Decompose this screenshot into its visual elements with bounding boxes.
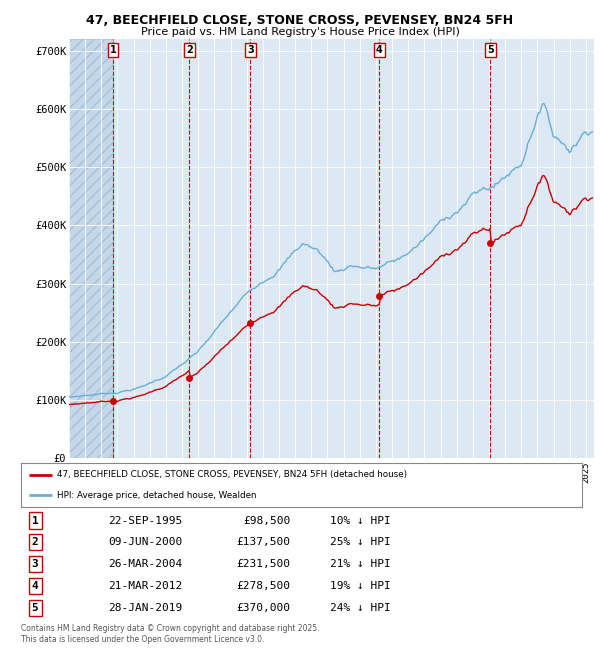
- Text: 21% ↓ HPI: 21% ↓ HPI: [329, 559, 391, 569]
- Text: £137,500: £137,500: [236, 538, 290, 547]
- Text: 4: 4: [376, 46, 383, 55]
- Text: 5: 5: [487, 46, 494, 55]
- Text: 2: 2: [32, 538, 38, 547]
- Text: 2: 2: [186, 46, 193, 55]
- Text: £231,500: £231,500: [236, 559, 290, 569]
- Text: 28-JAN-2019: 28-JAN-2019: [108, 603, 182, 613]
- Text: Contains HM Land Registry data © Crown copyright and database right 2025.
This d: Contains HM Land Registry data © Crown c…: [21, 624, 320, 644]
- Text: 47, BEECHFIELD CLOSE, STONE CROSS, PEVENSEY, BN24 5FH (detached house): 47, BEECHFIELD CLOSE, STONE CROSS, PEVEN…: [58, 470, 407, 479]
- Text: 19% ↓ HPI: 19% ↓ HPI: [329, 581, 391, 591]
- Text: 09-JUN-2000: 09-JUN-2000: [108, 538, 182, 547]
- Text: 3: 3: [32, 559, 38, 569]
- Text: 10% ↓ HPI: 10% ↓ HPI: [329, 515, 391, 525]
- Text: 21-MAR-2012: 21-MAR-2012: [108, 581, 182, 591]
- Text: 26-MAR-2004: 26-MAR-2004: [108, 559, 182, 569]
- Bar: [69, 39, 113, 458]
- Text: 24% ↓ HPI: 24% ↓ HPI: [329, 603, 391, 613]
- Text: 5: 5: [32, 603, 38, 613]
- Bar: [69, 39, 113, 458]
- Text: 1: 1: [110, 46, 116, 55]
- Text: HPI: Average price, detached house, Wealden: HPI: Average price, detached house, Weal…: [58, 491, 257, 500]
- Text: 1: 1: [32, 515, 38, 525]
- Text: 22-SEP-1995: 22-SEP-1995: [108, 515, 182, 525]
- Text: 25% ↓ HPI: 25% ↓ HPI: [329, 538, 391, 547]
- Text: Price paid vs. HM Land Registry's House Price Index (HPI): Price paid vs. HM Land Registry's House …: [140, 27, 460, 37]
- Text: £98,500: £98,500: [243, 515, 290, 525]
- Text: 47, BEECHFIELD CLOSE, STONE CROSS, PEVENSEY, BN24 5FH: 47, BEECHFIELD CLOSE, STONE CROSS, PEVEN…: [86, 14, 514, 27]
- Text: 3: 3: [247, 46, 254, 55]
- Text: £278,500: £278,500: [236, 581, 290, 591]
- Text: 4: 4: [32, 581, 38, 591]
- Text: £370,000: £370,000: [236, 603, 290, 613]
